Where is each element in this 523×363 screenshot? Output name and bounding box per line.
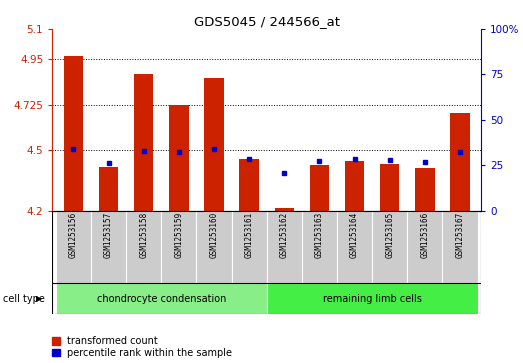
Text: GSM1253160: GSM1253160 [210,212,219,258]
Bar [64,56,83,211]
Text: GSM1253163: GSM1253163 [315,212,324,258]
Text: GSM1253165: GSM1253165 [385,212,394,258]
Bar [275,208,294,211]
Title: GDS5045 / 244566_at: GDS5045 / 244566_at [194,15,340,28]
Text: GSM1253158: GSM1253158 [139,212,148,258]
Bar [372,211,407,283]
Text: chondrocyte condensation: chondrocyte condensation [97,294,226,303]
Bar [169,105,188,211]
Text: cell type: cell type [3,294,44,303]
Bar [126,211,161,283]
Bar [380,164,400,211]
Bar [267,283,477,314]
Bar [415,168,435,211]
Text: GSM1253167: GSM1253167 [456,212,464,258]
Bar [161,211,197,283]
Bar [56,211,91,283]
Bar [232,211,267,283]
Text: GSM1253164: GSM1253164 [350,212,359,258]
Bar [56,283,267,314]
Bar [240,159,259,211]
Bar [442,211,477,283]
Text: GSM1253159: GSM1253159 [174,212,184,258]
Text: GSM1253156: GSM1253156 [69,212,78,258]
Text: remaining limb cells: remaining limb cells [323,294,422,303]
Bar [450,113,470,211]
Bar [91,211,126,283]
Legend: transformed count, percentile rank within the sample: transformed count, percentile rank withi… [52,336,233,358]
Text: GSM1253161: GSM1253161 [245,212,254,258]
Text: GSM1253157: GSM1253157 [104,212,113,258]
Text: GSM1253166: GSM1253166 [420,212,429,258]
Bar [302,211,337,283]
Bar [407,211,442,283]
Bar [267,211,302,283]
Bar [310,165,329,211]
Text: ▶: ▶ [36,294,42,303]
Text: GSM1253162: GSM1253162 [280,212,289,258]
Bar [337,211,372,283]
Bar [99,167,118,211]
Bar [204,78,224,211]
Bar [134,74,153,211]
Bar [197,211,232,283]
Bar [345,161,365,211]
